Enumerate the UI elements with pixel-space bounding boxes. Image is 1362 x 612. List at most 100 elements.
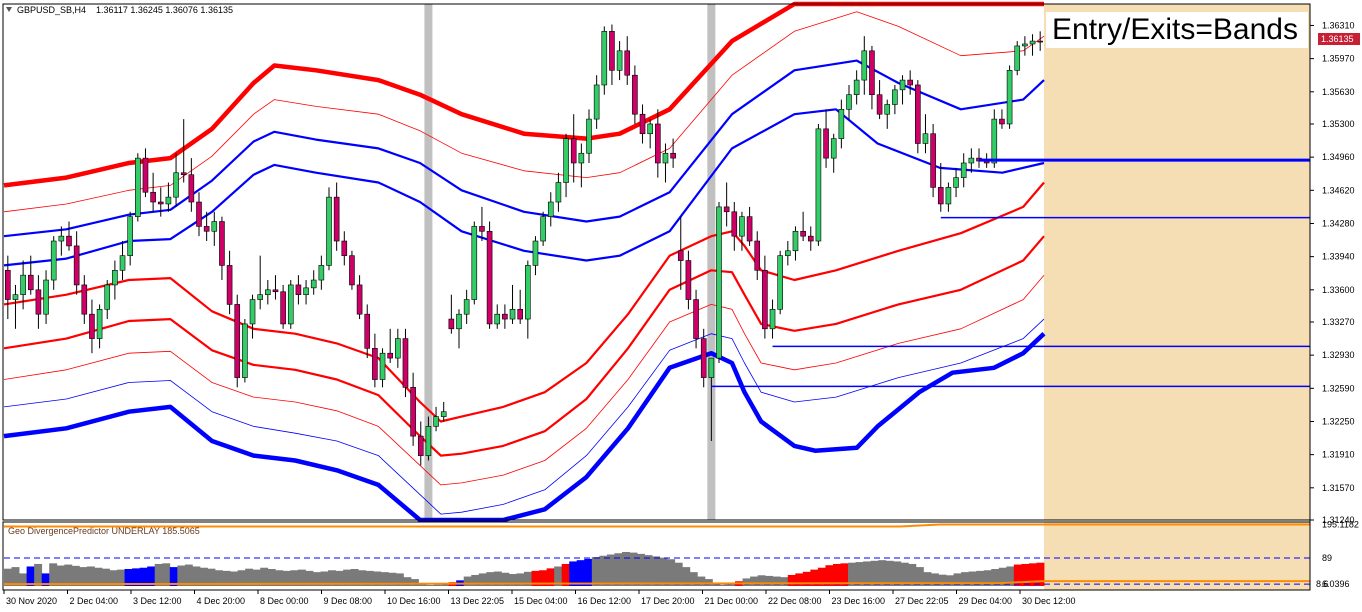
candle[interactable] [869, 45, 875, 110]
candle[interactable] [333, 182, 340, 251]
candle[interactable] [479, 206, 485, 242]
candle[interactable] [150, 172, 156, 212]
candle[interactable] [838, 99, 845, 149]
candle[interactable] [180, 119, 187, 183]
candle[interactable] [387, 328, 393, 363]
candle[interactable] [807, 226, 814, 251]
candle[interactable] [211, 211, 218, 246]
candle[interactable] [922, 114, 929, 154]
candle[interactable] [746, 206, 753, 246]
candle[interactable] [785, 241, 791, 266]
candle[interactable] [1037, 31, 1043, 51]
candle[interactable] [517, 289, 523, 324]
candle[interactable] [754, 231, 761, 281]
dropdown-triangle-icon[interactable] [6, 7, 12, 12]
candle[interactable] [509, 284, 516, 324]
candle[interactable] [372, 333, 378, 388]
candle[interactable] [494, 304, 501, 329]
candle[interactable] [609, 24, 615, 85]
candle[interactable] [226, 250, 233, 315]
candle[interactable] [310, 270, 317, 295]
candle[interactable] [417, 421, 424, 466]
candle[interactable] [58, 226, 65, 256]
candle[interactable] [968, 148, 975, 173]
candle[interactable] [303, 280, 309, 305]
candle[interactable] [616, 41, 623, 81]
candle[interactable] [769, 299, 776, 339]
candle[interactable] [563, 133, 569, 198]
candle[interactable] [341, 231, 348, 266]
candle[interactable] [1014, 41, 1021, 76]
candle[interactable] [234, 294, 241, 388]
candle[interactable] [662, 143, 669, 183]
candle[interactable] [693, 289, 699, 349]
candle[interactable] [853, 70, 860, 105]
candle[interactable] [899, 75, 906, 105]
candle[interactable] [50, 236, 57, 290]
candle[interactable] [96, 304, 103, 349]
candle[interactable] [846, 84, 852, 120]
candle[interactable] [739, 211, 745, 251]
candle[interactable] [349, 250, 355, 290]
candle[interactable] [196, 192, 202, 237]
candle[interactable] [716, 202, 722, 363]
candle[interactable] [800, 211, 806, 242]
candle[interactable] [1022, 36, 1028, 56]
candle[interactable] [425, 416, 432, 461]
candle[interactable] [624, 36, 631, 85]
candle[interactable] [448, 294, 455, 334]
candle[interactable] [272, 275, 279, 300]
candle[interactable] [723, 182, 730, 227]
candle[interactable] [173, 153, 179, 207]
candle[interactable] [953, 167, 959, 198]
candle[interactable] [907, 70, 913, 95]
candle[interactable] [708, 357, 715, 441]
candle[interactable] [777, 250, 783, 315]
candle[interactable] [999, 109, 1005, 129]
candle[interactable] [433, 406, 439, 432]
candle[interactable] [670, 138, 676, 168]
candle[interactable] [27, 255, 34, 295]
candle[interactable] [249, 294, 256, 339]
candle[interactable] [540, 211, 546, 246]
candle[interactable] [830, 133, 837, 173]
candle[interactable] [1029, 34, 1036, 56]
candle[interactable] [43, 270, 49, 324]
candle[interactable] [892, 84, 898, 115]
candle[interactable] [601, 26, 608, 95]
candle[interactable] [188, 158, 195, 212]
candle[interactable] [876, 80, 883, 120]
candle[interactable] [884, 99, 891, 129]
candle[interactable] [1006, 65, 1013, 129]
candle[interactable] [823, 109, 829, 168]
candle[interactable] [960, 153, 967, 188]
candle[interactable] [647, 119, 653, 149]
candle[interactable] [5, 255, 11, 320]
candle[interactable] [66, 221, 72, 251]
candle[interactable] [165, 182, 172, 212]
candle[interactable] [463, 289, 470, 324]
candle[interactable] [792, 226, 799, 261]
candle[interactable] [578, 143, 585, 188]
candle[interactable] [157, 187, 164, 217]
candle[interactable] [318, 255, 325, 290]
candle[interactable] [456, 309, 462, 349]
candle[interactable] [570, 114, 577, 183]
candle[interactable] [127, 211, 133, 266]
candle[interactable] [12, 284, 19, 329]
candle[interactable] [395, 328, 401, 368]
candle[interactable] [685, 250, 692, 310]
candle[interactable] [410, 372, 416, 446]
candle[interactable] [20, 260, 26, 310]
candle[interactable] [639, 104, 646, 144]
candle[interactable] [295, 275, 302, 305]
candle[interactable] [104, 280, 111, 320]
candle[interactable] [287, 280, 294, 329]
candle[interactable] [815, 123, 822, 246]
candle[interactable] [471, 221, 478, 305]
candles-layer[interactable] [5, 24, 1043, 466]
candle[interactable] [81, 275, 88, 324]
candle[interactable] [379, 348, 386, 388]
candle[interactable] [135, 153, 141, 222]
candle[interactable] [257, 255, 263, 310]
